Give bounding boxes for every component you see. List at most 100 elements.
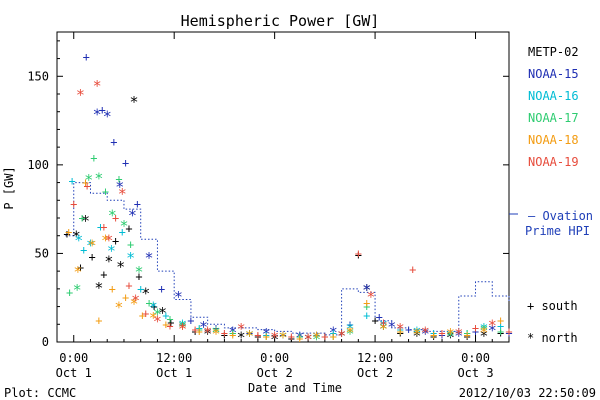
data-point: * [203, 325, 212, 343]
x-tick-label-time: 12:00 [357, 351, 393, 365]
y-tick-labels: 0 50 100 150 [27, 69, 49, 349]
data-point: * [412, 325, 421, 343]
data-point: + [363, 300, 370, 314]
data-point: + [371, 314, 378, 328]
y-tick-label: 100 [27, 158, 49, 172]
data-point: + [330, 330, 337, 344]
data-point: * [446, 327, 455, 345]
data-point: * [237, 320, 246, 338]
data-point: + [150, 300, 157, 314]
data-point: * [245, 327, 254, 345]
data-point: * [278, 329, 287, 347]
plot-credit: Plot: CCMC [4, 386, 76, 400]
legend-entry: NOAA-19 [528, 155, 579, 169]
data-point: * [131, 291, 140, 309]
legend: METP-02 NOAA-15 NOAA-16 NOAA-17 NOAA-18 NOAA-… [528, 45, 579, 169]
data-point: * [329, 323, 338, 341]
data-point: * [479, 323, 488, 341]
data-point: + [288, 330, 295, 344]
chart-title: Hemispheric Power [GW] [181, 12, 380, 30]
data-point: + [137, 282, 144, 296]
data-point: + [221, 328, 228, 342]
data-point: + [142, 307, 149, 321]
data-point: + [139, 308, 146, 322]
data-point: * [454, 325, 463, 343]
data-point: + [99, 103, 106, 117]
data-point: * [153, 313, 162, 331]
y-tick-label: 150 [27, 69, 49, 83]
data-point: * [84, 171, 93, 189]
data-point: + [125, 278, 132, 292]
data-point: * [379, 320, 388, 338]
data-point: * [479, 327, 488, 345]
data-point: + [80, 243, 87, 257]
symbol-legend: + south * north [527, 299, 578, 345]
data-point: + [145, 296, 152, 310]
data-point: * [174, 288, 183, 306]
data-point: + [355, 248, 362, 262]
data-point: * [101, 231, 110, 249]
data-point: + [112, 234, 119, 248]
data-point: * [103, 107, 112, 125]
data-point: + [115, 172, 122, 186]
data-point: + [313, 328, 320, 342]
data-point: + [102, 184, 109, 198]
data-point: + [196, 321, 203, 335]
data-point: + [279, 328, 286, 342]
data-point: + [68, 174, 75, 188]
data-point: * [228, 323, 237, 341]
x-tick-label-date: Oct 2 [257, 366, 293, 380]
data-point: * [178, 318, 187, 336]
data-point: + [296, 331, 303, 345]
x-tick-label-date: Oct 3 [457, 366, 493, 380]
x-tick-label-time: 0:00 [461, 351, 490, 365]
data-point: * [108, 206, 117, 224]
data-point: + [119, 225, 126, 239]
data-point: * [312, 329, 321, 347]
data-point: * [387, 318, 396, 336]
data-point: + [246, 326, 253, 340]
data-point: + [505, 326, 512, 340]
data-point: * [396, 320, 405, 338]
data-point: * [379, 320, 388, 338]
plot-area: + *+*+*+*+*+*+*+ *+ * + * + * + * + * + *+*+ * + * + * + * ++… [56, 31, 513, 348]
y-axis-label: P [GW] [2, 166, 16, 209]
data-point: * [421, 325, 430, 343]
data-point: + [397, 324, 404, 338]
data-point: * [345, 325, 354, 343]
data-point: * [107, 242, 116, 260]
x-tick-label-time: 0:00 [260, 351, 289, 365]
data-point: + [134, 197, 141, 211]
legend-entry: NOAA-15 [528, 67, 579, 81]
data-point: * [212, 323, 221, 341]
data-point: * [362, 281, 371, 299]
data-point: * [488, 322, 497, 340]
data-point: + [167, 316, 174, 330]
data-point: + [191, 324, 198, 338]
data-point: + [90, 151, 97, 165]
data-point: + [472, 321, 479, 335]
data-point: + [254, 328, 261, 342]
data-point: + [321, 330, 328, 344]
data-point: * [337, 327, 346, 345]
data-point: * [245, 327, 254, 345]
data-point: + [158, 282, 165, 296]
data-point: + [430, 326, 437, 340]
data-point: + [110, 135, 117, 149]
data-point: + [97, 220, 104, 234]
data-point: * [88, 237, 97, 255]
data-point: + [380, 316, 387, 330]
data-point: * [72, 228, 81, 246]
data-point: + [263, 330, 270, 344]
data-point: * [479, 320, 488, 338]
plot-frame [56, 31, 510, 343]
data-point: * [118, 185, 127, 203]
data-point: * [129, 93, 138, 111]
data-point: + [166, 312, 173, 326]
data-point: * [128, 206, 137, 224]
data-point: * [178, 320, 187, 338]
symbol-legend-entry: * north [527, 331, 578, 345]
data-point: * [119, 217, 128, 235]
data-point: * [312, 330, 321, 348]
